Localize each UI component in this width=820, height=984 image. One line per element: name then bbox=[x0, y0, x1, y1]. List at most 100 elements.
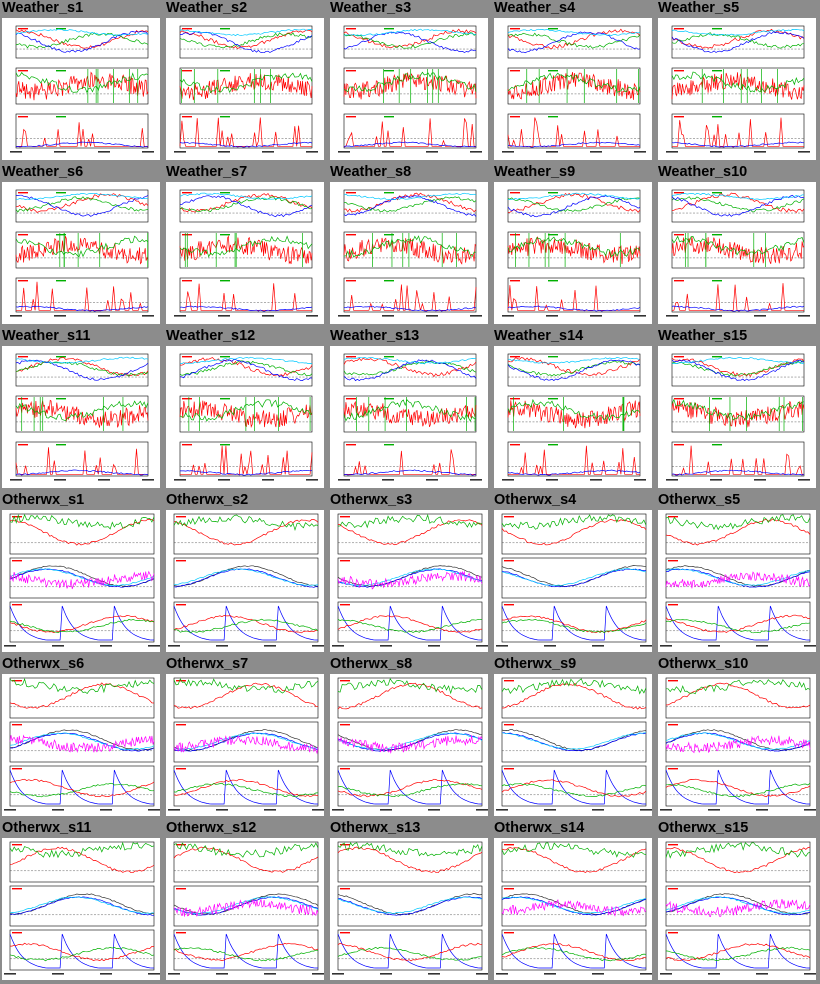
tick-label bbox=[754, 151, 766, 153]
thumbnail-image bbox=[330, 346, 488, 488]
series-line-green bbox=[173, 678, 319, 694]
tick-label bbox=[264, 645, 276, 647]
thumbnail-card[interactable]: Weather_s8 bbox=[328, 164, 490, 324]
legend-swatch bbox=[220, 398, 230, 400]
legend-swatch bbox=[674, 70, 684, 72]
series-line-blue bbox=[507, 195, 641, 218]
thumbnail-card[interactable]: Weather_s6 bbox=[0, 164, 162, 324]
chart-panel-2 bbox=[507, 231, 641, 269]
legend-swatch bbox=[504, 768, 514, 770]
thumbnail-card[interactable]: Weather_s12 bbox=[164, 328, 326, 488]
tick-label bbox=[634, 479, 646, 481]
series-line-red bbox=[9, 846, 155, 874]
legend-swatch bbox=[668, 768, 678, 770]
series-line-red bbox=[16, 122, 148, 147]
series-line-green bbox=[343, 71, 477, 93]
series-line-green bbox=[337, 783, 483, 797]
thumbnail-card[interactable]: Weather_s15 bbox=[656, 328, 818, 488]
series-line-red bbox=[337, 615, 483, 633]
thumbnail-card[interactable]: Weather_s3 bbox=[328, 0, 490, 160]
thumbnail-card[interactable]: Weather_s7 bbox=[164, 164, 326, 324]
legend-swatch bbox=[674, 192, 684, 194]
mini-chart bbox=[666, 353, 810, 481]
chart-panel-3 bbox=[665, 929, 811, 971]
tick-label bbox=[756, 809, 768, 811]
series-line-green bbox=[179, 196, 313, 213]
thumbnail-card[interactable]: Weather_s13 bbox=[328, 328, 490, 488]
thumbnail-card[interactable]: Otherwx_s11 bbox=[0, 820, 162, 980]
series-line-cyan bbox=[180, 356, 313, 364]
series-line-green bbox=[501, 619, 647, 634]
tick-label bbox=[306, 151, 318, 153]
thumbnail-card[interactable]: Weather_s5 bbox=[656, 0, 818, 160]
chart-panel-3 bbox=[337, 765, 483, 807]
tick-label bbox=[544, 973, 556, 975]
series-line-green bbox=[501, 783, 647, 798]
thumbnail-image bbox=[330, 838, 488, 980]
tick-label bbox=[710, 479, 722, 481]
mini-chart bbox=[332, 841, 488, 975]
legend-swatch bbox=[510, 28, 520, 30]
tick-label bbox=[470, 315, 482, 317]
legend-swatch bbox=[18, 192, 28, 194]
thumbnail-card[interactable]: Weather_s14 bbox=[492, 328, 654, 488]
chart-panel-3 bbox=[9, 929, 155, 971]
legend-swatch bbox=[56, 192, 66, 194]
series-line-blue bbox=[173, 933, 318, 969]
thumbnail-card[interactable]: Otherwx_s15 bbox=[656, 820, 818, 980]
legend-swatch bbox=[548, 116, 558, 118]
thumbnail-card[interactable]: Otherwx_s7 bbox=[164, 656, 326, 816]
thumbnail-card[interactable]: Otherwx_s5 bbox=[656, 492, 818, 652]
series-line-blue bbox=[671, 305, 805, 312]
mini-chart bbox=[10, 189, 154, 317]
thumbnail-card[interactable]: Weather_s10 bbox=[656, 164, 818, 324]
thumbnail-card[interactable]: Otherwx_s1 bbox=[0, 492, 162, 652]
tick-label bbox=[148, 973, 160, 975]
thumbnail-card[interactable]: Weather_s9 bbox=[492, 164, 654, 324]
legend-swatch bbox=[182, 444, 192, 446]
series-line-blue bbox=[15, 141, 149, 148]
thumbnail-card[interactable]: Weather_s11 bbox=[0, 328, 162, 488]
series-line-red bbox=[665, 518, 811, 546]
legend-swatch bbox=[548, 192, 558, 194]
mini-chart bbox=[168, 513, 324, 647]
thumbnail-card[interactable]: Otherwx_s14 bbox=[492, 820, 654, 980]
thumbnail-card[interactable]: Otherwx_s6 bbox=[0, 656, 162, 816]
chart-panel-3 bbox=[15, 441, 149, 477]
thumbnail-card[interactable]: Weather_s1 bbox=[0, 0, 162, 160]
legend-swatch bbox=[712, 28, 722, 30]
tick-label bbox=[708, 973, 720, 975]
thumbnail-card[interactable]: Otherwx_s2 bbox=[164, 492, 326, 652]
series-line-blue bbox=[501, 933, 646, 969]
thumbnail-title: Weather_s8 bbox=[330, 164, 412, 180]
chart-panel-1 bbox=[15, 353, 149, 387]
thumbnail-title: Weather_s6 bbox=[2, 164, 84, 180]
series-line-green bbox=[666, 679, 811, 695]
thumbnail-card[interactable]: Weather_s2 bbox=[164, 0, 326, 160]
legend-swatch bbox=[56, 116, 66, 118]
thumbnail-card[interactable]: Weather_s4 bbox=[492, 0, 654, 160]
legend-swatch bbox=[712, 444, 722, 446]
tick-label bbox=[708, 645, 720, 647]
tick-label bbox=[4, 645, 16, 647]
tick-label bbox=[476, 973, 488, 975]
tick-label bbox=[798, 151, 810, 153]
thumbnail-card[interactable]: Otherwx_s4 bbox=[492, 492, 654, 652]
series-line-cyan bbox=[508, 192, 641, 200]
series-line-green bbox=[501, 842, 647, 858]
thumbnail-card[interactable]: Otherwx_s12 bbox=[164, 820, 326, 980]
chart-panel-2 bbox=[337, 721, 483, 763]
thumbnail-title: Otherwx_s11 bbox=[2, 820, 92, 836]
series-line-red bbox=[665, 943, 811, 962]
series-line-blue bbox=[343, 305, 477, 312]
thumbnail-card[interactable]: Otherwx_s10 bbox=[656, 656, 818, 816]
thumbnail-card[interactable]: Otherwx_s13 bbox=[328, 820, 490, 980]
thumbnail-card[interactable]: Otherwx_s9 bbox=[492, 656, 654, 816]
series-line-cyan bbox=[16, 192, 149, 201]
thumbnail-card[interactable]: Otherwx_s3 bbox=[328, 492, 490, 652]
thumbnail-card[interactable]: Otherwx_s8 bbox=[328, 656, 490, 816]
legend-swatch bbox=[504, 724, 514, 726]
series-line-blue bbox=[507, 141, 641, 148]
tick-label bbox=[306, 479, 318, 481]
series-line-green bbox=[9, 678, 155, 694]
